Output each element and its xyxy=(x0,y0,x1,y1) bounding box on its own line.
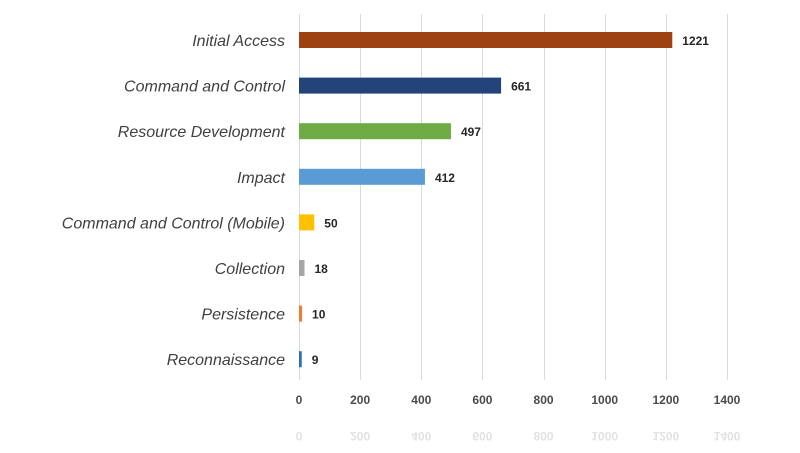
value-label: 50 xyxy=(324,216,338,230)
bar-resource-development xyxy=(299,123,451,140)
category-label: Resource Development xyxy=(118,124,286,141)
value-label: 661 xyxy=(511,80,531,94)
bar-persistence xyxy=(299,305,303,322)
value-labels: 1221 661 497 412 50 18 10 9 xyxy=(312,34,710,367)
x-tick-label: 0 xyxy=(296,393,303,407)
x-axis-ticks-reflection: 0 200 400 600 800 1000 1200 1400 xyxy=(296,429,741,443)
category-label: Persistence xyxy=(201,307,285,324)
value-label: 1221 xyxy=(682,34,709,48)
bar-collection xyxy=(299,260,305,276)
bar-impact xyxy=(299,168,425,185)
category-label: Initial Access xyxy=(192,33,285,50)
x-tick-reflection: 1200 xyxy=(653,429,680,443)
category-label: Command and Control xyxy=(124,79,285,96)
x-axis-ticks: 0 200 400 600 800 1000 1200 1400 xyxy=(296,393,741,407)
x-tick-label: 600 xyxy=(472,393,492,407)
category-label: Command and Control (Mobile) xyxy=(62,215,285,232)
category-label: Impact xyxy=(237,170,286,187)
value-label: 18 xyxy=(315,262,329,276)
value-label: 497 xyxy=(461,125,481,139)
x-tick-reflection: 0 xyxy=(296,429,303,443)
bars xyxy=(299,32,673,368)
x-tick-reflection: 400 xyxy=(411,429,431,443)
x-tick-label: 800 xyxy=(534,393,554,407)
x-tick-reflection: 200 xyxy=(350,429,370,443)
value-label: 9 xyxy=(312,353,319,367)
x-tick-reflection: 600 xyxy=(472,429,492,443)
x-tick-label: 1000 xyxy=(591,393,618,407)
x-tick-label: 200 xyxy=(350,393,370,407)
x-tick-reflection: 1000 xyxy=(591,429,618,443)
bar-reconnaissance xyxy=(299,351,302,368)
category-labels: Initial Access Command and Control Resourc… xyxy=(62,33,286,369)
x-tick-label: 1400 xyxy=(714,393,741,407)
category-label: Reconnaissance xyxy=(167,352,285,369)
bar-command-and-control xyxy=(299,77,502,94)
x-tick-label: 1200 xyxy=(653,393,680,407)
bar-command-and-control-mobile xyxy=(299,214,315,231)
x-tick-label: 400 xyxy=(411,393,431,407)
category-label: Collection xyxy=(215,261,285,278)
x-tick-reflection: 800 xyxy=(534,429,554,443)
bar-initial-access xyxy=(299,32,673,48)
value-label: 10 xyxy=(312,308,326,322)
x-tick-reflection: 1400 xyxy=(714,429,741,443)
gridlines xyxy=(299,14,728,380)
value-label: 412 xyxy=(435,171,455,185)
